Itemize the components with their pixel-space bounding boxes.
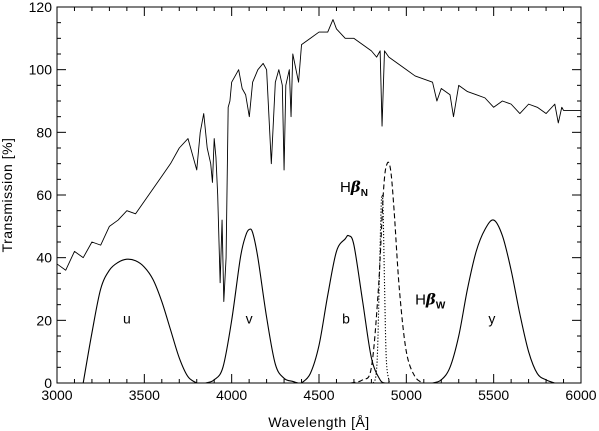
axis-ticks xyxy=(56,6,582,384)
y-tick-label: 80 xyxy=(36,124,52,140)
x-tick-label: 5500 xyxy=(478,387,509,403)
x-tick-label: 4000 xyxy=(216,387,247,403)
filter-curve-v xyxy=(205,228,299,384)
annotation-hbn: HβN xyxy=(340,178,368,199)
x-axis-title: Wavelength [Å] xyxy=(268,414,369,430)
filter-curve-hw xyxy=(350,161,425,384)
y-axis-title: Transmission [%] xyxy=(0,138,15,253)
plot-frame xyxy=(56,6,582,384)
axis-tick-labels: 3000 3500 4000 4500 5000 5500 6000 0 20 40 60 80 100… xyxy=(29,0,597,403)
y-tick-label: 100 xyxy=(29,62,53,78)
filter-curve-hn xyxy=(372,194,392,384)
x-tick-label: 3000 xyxy=(41,387,72,403)
filter-curve-y xyxy=(432,219,555,384)
annotations: u v b y HβN HβW xyxy=(123,178,495,327)
filter-curve-u xyxy=(82,258,198,384)
x-tick-label: 6000 xyxy=(565,387,596,403)
y-tick-label: 0 xyxy=(44,375,52,391)
y-tick-label: 40 xyxy=(36,250,52,266)
x-tick-label: 5000 xyxy=(391,387,422,403)
annotation-u: u xyxy=(123,310,131,326)
annotation-y: y xyxy=(488,310,495,326)
annotation-b: b xyxy=(342,310,350,326)
x-tick-label: 4500 xyxy=(303,387,334,403)
annotation-hbw: HβW xyxy=(415,291,446,312)
y-tick-label: 20 xyxy=(36,312,52,328)
annotation-v: v xyxy=(246,310,253,326)
curves xyxy=(56,19,581,384)
x-tick-label: 3500 xyxy=(129,387,160,403)
spectrum-line xyxy=(56,19,581,302)
y-tick-label: 60 xyxy=(36,187,52,203)
y-tick-label: 120 xyxy=(29,0,53,15)
